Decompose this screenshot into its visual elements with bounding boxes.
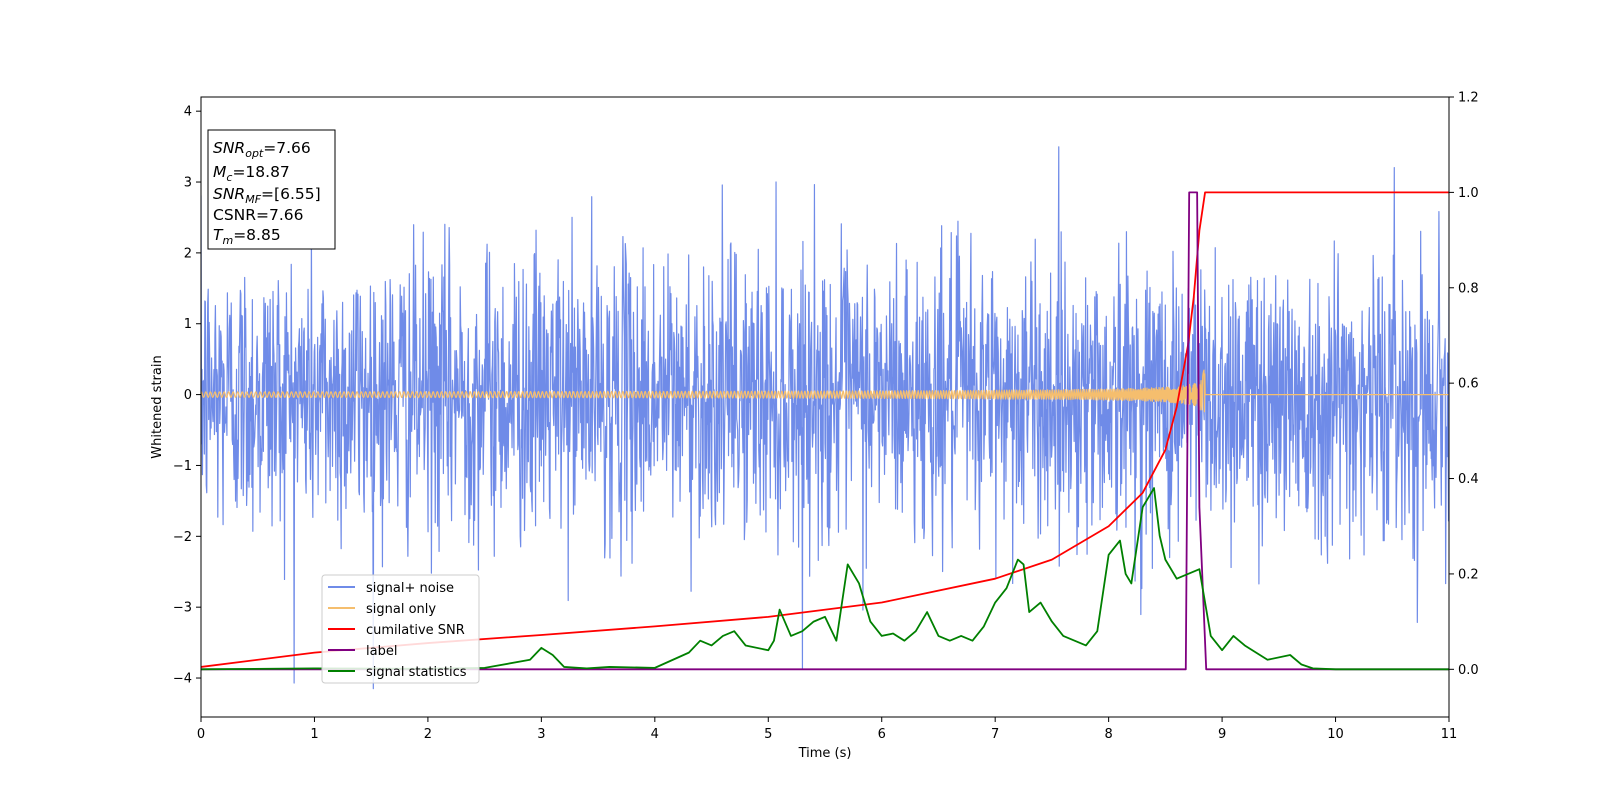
info-box: SNRopt=7.66 Mc=18.87SNRMF=[6.55]CSNR=7.66… bbox=[207, 129, 336, 250]
info-box-frame bbox=[207, 129, 336, 250]
y-left-tick-label: 2 bbox=[184, 246, 192, 261]
y-left-tick-label: −1 bbox=[173, 459, 192, 474]
y-left-tick-label: 1 bbox=[184, 317, 192, 332]
y-right-tick-label: 0.2 bbox=[1458, 567, 1479, 582]
legend-entry-label: cumilative SNR bbox=[366, 623, 465, 638]
axes: 0 1 2 3 4 5 6 7 8 9 10 11 −4 −3 −2 −1 0 1 2 3 4 0.0 0.2 0.4 0.6 0… bbox=[173, 91, 1479, 743]
x-tick-label: 4 bbox=[651, 727, 659, 742]
legend-frame bbox=[321, 574, 480, 684]
legend-entry-label: signal statistics bbox=[366, 665, 467, 680]
y-right-tick-label: 1.2 bbox=[1458, 91, 1479, 106]
x-tick-label: 7 bbox=[991, 727, 999, 742]
info-line: Tm=8.85 bbox=[213, 226, 281, 247]
legend: signal+ noise signal only cumilative SNR la… bbox=[321, 574, 480, 684]
y-left-tick-label: 3 bbox=[184, 176, 192, 191]
x-tick-label: 3 bbox=[537, 727, 545, 742]
x-axis-label: Time (s) bbox=[798, 746, 852, 761]
x-tick-label: 1 bbox=[310, 727, 318, 742]
legend-entry-label: label bbox=[366, 644, 397, 659]
info-line: Mc=18.87 bbox=[213, 163, 290, 184]
y-right-tick-label: 0.6 bbox=[1458, 377, 1479, 392]
y-left-tick-label: 4 bbox=[184, 105, 192, 120]
y-axis-label: Whitened strain bbox=[150, 355, 165, 458]
x-tick-label: 2 bbox=[424, 727, 432, 742]
y-left-tick-label: −2 bbox=[173, 530, 192, 545]
info-line: SNRMF=[6.55] bbox=[213, 185, 321, 206]
series-label-line bbox=[201, 191, 1449, 671]
x-tick-label: 0 bbox=[197, 727, 205, 742]
y-right-tick-label: 0.4 bbox=[1458, 472, 1479, 487]
y-left-tick-label: −4 bbox=[173, 672, 192, 687]
y-left-tick-label: 0 bbox=[184, 388, 192, 403]
plot-frame bbox=[200, 96, 1450, 718]
series-cumulative-snr-line bbox=[201, 191, 1449, 668]
y-right-tick-label: 1.0 bbox=[1458, 186, 1479, 201]
plot-area bbox=[201, 146, 1449, 690]
x-tick-label: 8 bbox=[1104, 727, 1112, 742]
series-signal-only-line bbox=[201, 369, 1449, 413]
series-signal-noise-line bbox=[201, 146, 1449, 690]
x-tick-label: 9 bbox=[1218, 727, 1226, 742]
x-tick-label: 11 bbox=[1441, 727, 1458, 742]
y-right-tick-label: 0.8 bbox=[1458, 281, 1479, 296]
legend-entry-label: signal+ noise bbox=[366, 581, 454, 596]
x-tick-label: 6 bbox=[878, 727, 886, 742]
series-signal-statistics-line bbox=[201, 487, 1449, 671]
y-right-tick-label: 0.0 bbox=[1458, 663, 1479, 678]
y-left-tick-label: −3 bbox=[173, 601, 192, 616]
x-tick-label: 5 bbox=[764, 727, 772, 742]
info-line: SNRopt=7.66 bbox=[213, 139, 311, 160]
x-tick-label: 10 bbox=[1327, 727, 1344, 742]
info-line: CSNR=7.66 bbox=[213, 206, 304, 224]
legend-entry-label: signal only bbox=[366, 602, 436, 617]
